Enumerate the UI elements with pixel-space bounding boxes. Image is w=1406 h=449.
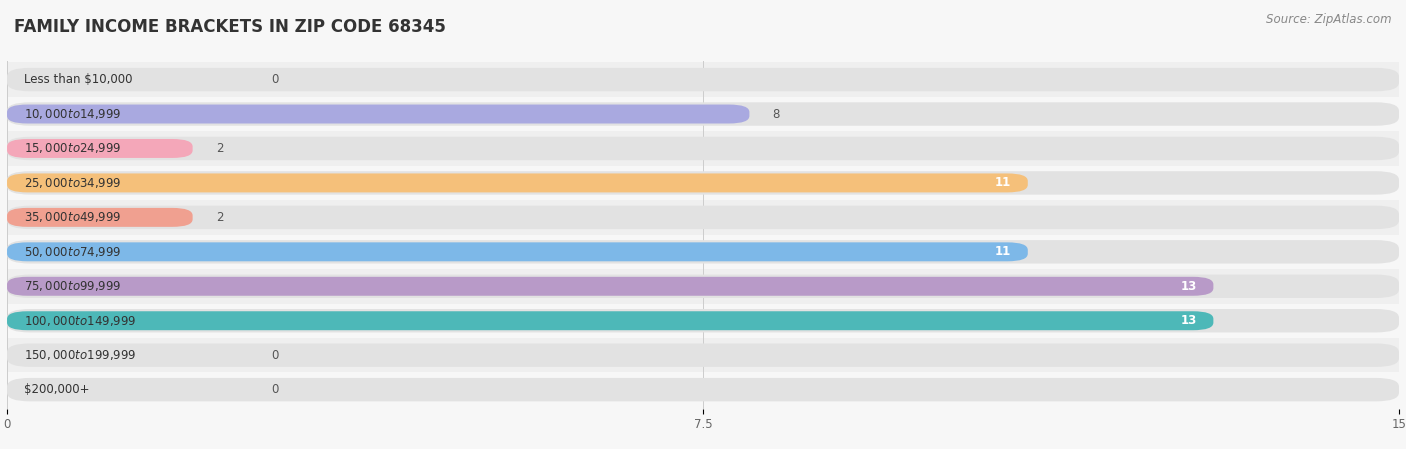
FancyBboxPatch shape	[7, 378, 1399, 401]
Text: $100,000 to $149,999: $100,000 to $149,999	[24, 314, 136, 328]
FancyBboxPatch shape	[7, 277, 1213, 296]
Text: FAMILY INCOME BRACKETS IN ZIP CODE 68345: FAMILY INCOME BRACKETS IN ZIP CODE 68345	[14, 18, 446, 36]
Bar	[7, 269, 1399, 304]
Bar	[7, 338, 1399, 372]
Text: $150,000 to $199,999: $150,000 to $199,999	[24, 348, 136, 362]
FancyBboxPatch shape	[7, 208, 193, 227]
FancyBboxPatch shape	[7, 173, 1028, 193]
Text: 0: 0	[271, 73, 278, 86]
Bar	[7, 235, 1399, 269]
FancyBboxPatch shape	[7, 139, 193, 158]
Text: 11: 11	[995, 176, 1011, 189]
FancyBboxPatch shape	[7, 137, 1399, 160]
Bar	[7, 304, 1399, 338]
Text: 13: 13	[1181, 314, 1197, 327]
Text: 0: 0	[271, 383, 278, 396]
Text: 2: 2	[217, 142, 224, 155]
Text: 11: 11	[995, 245, 1011, 258]
Bar	[7, 97, 1399, 131]
FancyBboxPatch shape	[7, 309, 1399, 332]
Text: $200,000+: $200,000+	[24, 383, 89, 396]
Text: $15,000 to $24,999: $15,000 to $24,999	[24, 141, 121, 155]
Text: $50,000 to $74,999: $50,000 to $74,999	[24, 245, 121, 259]
Bar	[7, 166, 1399, 200]
FancyBboxPatch shape	[7, 68, 1399, 91]
Text: 2: 2	[217, 211, 224, 224]
Text: $75,000 to $99,999: $75,000 to $99,999	[24, 279, 121, 293]
FancyBboxPatch shape	[7, 105, 749, 123]
FancyBboxPatch shape	[7, 102, 1399, 126]
FancyBboxPatch shape	[7, 171, 1399, 194]
FancyBboxPatch shape	[7, 275, 1399, 298]
FancyBboxPatch shape	[7, 311, 1213, 330]
Bar	[7, 131, 1399, 166]
FancyBboxPatch shape	[7, 206, 1399, 229]
Text: $25,000 to $34,999: $25,000 to $34,999	[24, 176, 121, 190]
Text: Source: ZipAtlas.com: Source: ZipAtlas.com	[1267, 13, 1392, 26]
Text: 8: 8	[773, 107, 780, 120]
FancyBboxPatch shape	[7, 240, 1399, 264]
Text: $35,000 to $49,999: $35,000 to $49,999	[24, 211, 121, 224]
Text: 0: 0	[271, 349, 278, 362]
Bar	[7, 200, 1399, 235]
Bar	[7, 372, 1399, 407]
FancyBboxPatch shape	[7, 242, 1028, 261]
Text: 13: 13	[1181, 280, 1197, 293]
Text: $10,000 to $14,999: $10,000 to $14,999	[24, 107, 121, 121]
Bar	[7, 62, 1399, 97]
FancyBboxPatch shape	[7, 343, 1399, 367]
Text: Less than $10,000: Less than $10,000	[24, 73, 132, 86]
